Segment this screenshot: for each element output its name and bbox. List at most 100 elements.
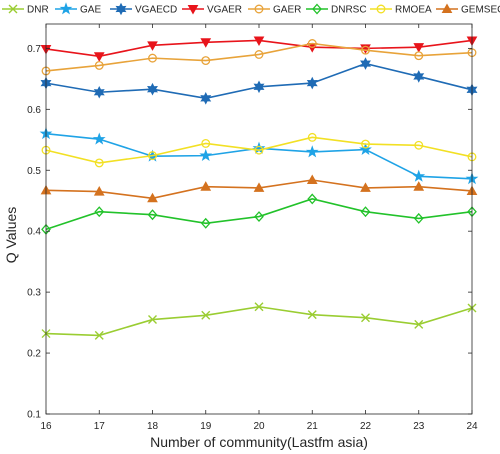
legend-item-gaer: GAER — [248, 5, 301, 16]
series-dnrsc — [41, 193, 477, 235]
legend-item-rmoea: RMOEA — [370, 5, 432, 16]
y-tick-label: 0.2 — [27, 349, 41, 360]
x-tick-label: 20 — [253, 421, 265, 432]
y-axis-label: Q Values — [3, 207, 19, 264]
legend-item-vgaer: VGAER — [182, 5, 242, 16]
series-line-dnrsc — [45, 198, 473, 231]
x-axis-label: Number of community(Lastfm asia) — [150, 434, 368, 450]
legend-item-dnr: DNR — [2, 5, 49, 16]
data-point-gaer — [254, 50, 264, 59]
data-point-rmoea — [307, 132, 317, 142]
data-point-gaer — [307, 39, 317, 48]
x-tick-label: 16 — [40, 421, 52, 432]
data-point-rmoea — [414, 140, 424, 150]
data-point-gaer — [148, 53, 157, 63]
data-point-gae — [199, 148, 213, 162]
data-point-vgaecd — [413, 70, 425, 83]
legend-item-vgaecd: VGAECD — [110, 2, 177, 16]
data-point-gemsec — [360, 182, 371, 192]
plot-area — [39, 36, 479, 340]
x-tick-label: 19 — [200, 421, 212, 432]
data-point-dnr — [361, 313, 370, 323]
data-point-vgaer — [253, 36, 265, 46]
data-point-vgaecd — [93, 85, 105, 99]
legend-marker-rmoea — [376, 4, 386, 14]
y-tick-label: 0.7 — [27, 44, 41, 55]
legend-label-gemsec: GEMSEC — [461, 5, 500, 16]
data-point-vgaecd — [147, 82, 158, 96]
data-point-dnr — [94, 330, 104, 340]
data-point-gemsec — [413, 181, 425, 191]
legend-item-gae: GAE — [55, 2, 101, 16]
data-point-gae — [412, 169, 426, 182]
series-dnr — [41, 302, 477, 340]
legend-item-gemsec: GEMSEC — [436, 3, 500, 16]
data-point-rmoea — [254, 145, 264, 155]
y-tick-label: 0.6 — [27, 105, 41, 116]
data-point-gae — [92, 132, 106, 145]
data-point-gaer — [414, 51, 424, 61]
legend-label-vgaecd: VGAECD — [135, 5, 177, 16]
data-point-gaer — [94, 60, 104, 70]
data-point-gemsec — [200, 181, 212, 191]
x-tick-label: 23 — [413, 421, 425, 432]
data-point-dnrsc — [200, 217, 211, 229]
x-tick-label: 24 — [466, 421, 478, 432]
x-tick-label: 18 — [147, 421, 159, 432]
legend-marker-vgaer — [187, 5, 199, 15]
legend-label-gae: GAE — [80, 5, 101, 16]
data-point-dnr — [148, 315, 157, 325]
y-tick-label: 0.3 — [27, 288, 41, 299]
data-point-gaer — [201, 56, 211, 66]
legend: DNR GAE VGAECD VGAER GAER DNRSC RMOEA GEMSEC — [2, 2, 500, 16]
data-point-gae — [305, 145, 319, 158]
data-point-rmoea — [361, 139, 370, 149]
data-point-gae — [359, 142, 372, 155]
legend-label-rmoea: RMOEA — [395, 5, 432, 16]
data-point-dnr — [201, 310, 211, 320]
data-point-vgaecd — [253, 80, 265, 94]
legend-label-gaer: GAER — [273, 5, 301, 16]
data-point-gemsec — [253, 182, 265, 192]
y-tick-label: 0.1 — [27, 410, 41, 421]
legend-marker-gae — [59, 2, 73, 15]
series-line-gaer — [45, 42, 473, 72]
x-tick-label: 21 — [307, 421, 319, 432]
legend-marker-gaer — [254, 4, 264, 14]
data-point-vgaer — [93, 52, 105, 62]
series-line-rmoea — [45, 136, 473, 164]
legend-label-dnr: DNR — [27, 5, 49, 16]
data-point-dnrsc — [413, 212, 424, 224]
data-point-rmoea — [94, 158, 104, 168]
y-tick-label: 0.4 — [27, 227, 41, 238]
data-point-gaer — [361, 45, 370, 55]
data-point-gemsec — [147, 192, 158, 203]
series-gemsec — [40, 174, 478, 203]
data-point-dnrsc — [307, 193, 318, 205]
y-tick-label: 0.5 — [27, 166, 41, 177]
data-point-gemsec — [93, 186, 105, 196]
x-tick-label: 22 — [360, 421, 372, 432]
legend-item-dnrsc: DNRSC — [306, 3, 367, 16]
data-point-vgaecd — [200, 92, 212, 105]
data-point-dnrsc — [94, 206, 105, 218]
data-point-dnr — [254, 302, 264, 312]
legend-marker-dnr — [8, 4, 18, 14]
data-point-vgaer — [147, 41, 158, 51]
data-point-vgaecd — [360, 57, 371, 70]
data-point-vgaer — [200, 38, 212, 48]
data-point-dnr — [307, 310, 317, 320]
legend-marker-gemsec — [441, 3, 453, 13]
data-point-vgaer — [413, 43, 425, 53]
x-tick-label: 17 — [94, 421, 106, 432]
series-gaer — [41, 39, 477, 76]
legend-marker-vgaecd — [115, 2, 127, 16]
data-point-dnrsc — [147, 209, 158, 221]
data-point-dnrsc — [254, 211, 264, 223]
legend-label-vgaer: VGAER — [207, 5, 242, 16]
data-point-dnrsc — [360, 206, 371, 218]
data-point-rmoea — [201, 138, 211, 148]
data-point-vgaecd — [306, 76, 318, 90]
data-point-gemsec — [306, 174, 318, 184]
